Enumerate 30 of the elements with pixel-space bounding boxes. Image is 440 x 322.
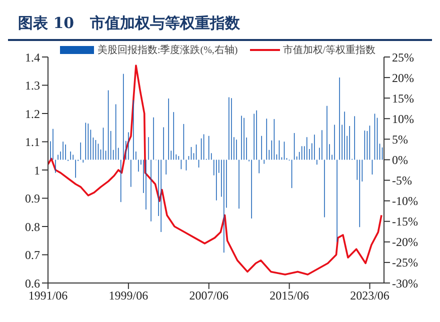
- y2-tick-label: -10%: [392, 194, 418, 208]
- y-tick-label: 0.9: [25, 192, 40, 206]
- x-tick-label: 2015/06: [270, 288, 309, 303]
- y2-tick-label: 20%: [392, 70, 414, 85]
- y-tick-label: 0.7: [25, 248, 40, 262]
- legend-label: 市值加权/等权重指数: [282, 44, 376, 57]
- y2-tick-label: 5%: [392, 132, 408, 146]
- y-tick-label: 1.1: [25, 135, 40, 150]
- chart-title: 图表 10 市值加权与等权重指数: [8, 8, 432, 41]
- y-tick-label: 1.3: [25, 78, 40, 93]
- y2-tick-label: -30%: [392, 276, 418, 290]
- x-tick-label: 1991/06: [28, 288, 68, 303]
- y-tick-label: 1.2: [25, 106, 40, 121]
- y2-tick-label: 25%: [392, 50, 414, 64]
- y2-tick-label: -25%: [392, 256, 418, 270]
- y2-tick-label: 0%: [392, 152, 408, 167]
- line-series: [48, 64, 382, 276]
- y2-tick-label: -15%: [392, 214, 418, 229]
- y-tick-label: 1.4: [25, 50, 40, 64]
- x-tick-label: 2007/06: [189, 288, 229, 303]
- y2-tick-label: -20%: [392, 235, 418, 250]
- y2-tick-label: 10%: [392, 112, 414, 126]
- y-tick-label: 0.8: [25, 220, 40, 234]
- y-tick-label: 1: [34, 163, 40, 178]
- legend-label: 美股回报指数:季度涨跌(%,右轴): [97, 44, 238, 57]
- x-tick-label: 1999/06: [108, 288, 148, 303]
- y-tick-label: 0.6: [25, 276, 40, 290]
- x-tick-label: 2023/06: [350, 288, 390, 303]
- y2-tick-label: -5%: [392, 174, 412, 188]
- y2-tick-label: 15%: [392, 91, 414, 106]
